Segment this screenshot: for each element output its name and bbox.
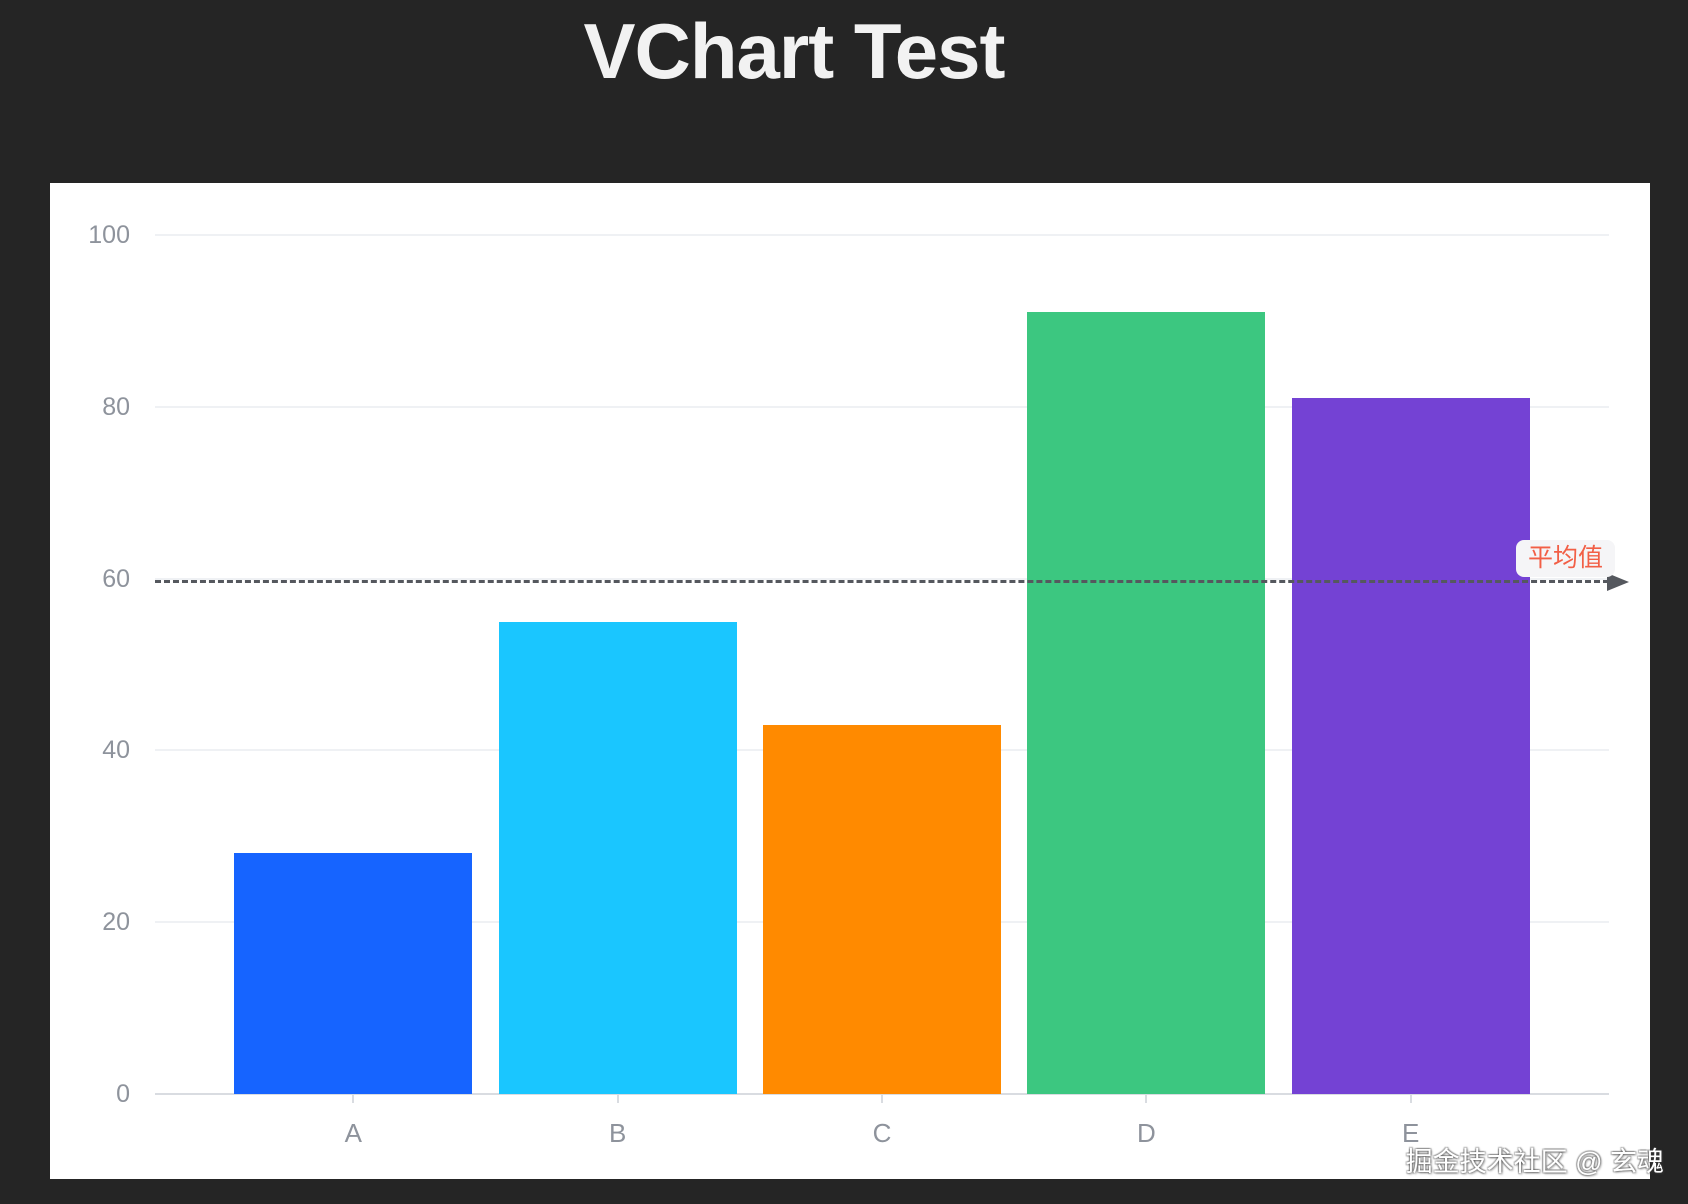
grid-line-80 <box>155 405 1609 408</box>
watermark: 掘金技术社区 @ 玄魂 <box>1405 1147 1664 1177</box>
y-tick-label-60: 60 <box>102 564 130 593</box>
y-tick-label-80: 80 <box>102 392 130 421</box>
average-line <box>155 580 1609 584</box>
x-axis-tick-A <box>352 1094 355 1103</box>
y-tick-label-0: 0 <box>116 1080 130 1108</box>
bar-C[interactable] <box>763 724 1001 1094</box>
grid-line-100 <box>155 234 1609 236</box>
x-tick-label-A: A <box>344 1118 362 1148</box>
bar-E[interactable] <box>1291 398 1530 1094</box>
average-line-arrow-icon <box>1607 573 1629 592</box>
bar-A[interactable] <box>234 853 473 1094</box>
x-axis-tick-D <box>1145 1094 1148 1103</box>
x-axis-tick-C <box>881 1094 883 1103</box>
x-axis-tick-B <box>616 1094 619 1103</box>
y-tick-label-40: 40 <box>102 736 130 765</box>
bar-D[interactable] <box>1027 312 1266 1094</box>
chart-title: VChart Test <box>583 7 1006 95</box>
x-tick-label-D: D <box>1136 1118 1156 1148</box>
x-tick-label-C: C <box>872 1118 892 1148</box>
y-tick-label-100: 100 <box>88 221 130 249</box>
x-axis-tick-E <box>1409 1094 1412 1103</box>
bar-B[interactable] <box>498 621 737 1094</box>
chart-panel: 0 20 40 60 80 100 A B C D E 平均值 掘金技术社区 @ 玄魂 <box>50 183 1664 1179</box>
y-tick-label-20: 20 <box>102 908 130 937</box>
grid-line-60 <box>155 577 1609 580</box>
x-tick-label-B: B <box>608 1118 627 1148</box>
average-line-label: 平均值 <box>1515 540 1615 578</box>
x-tick-label-E: E <box>1402 1118 1420 1148</box>
